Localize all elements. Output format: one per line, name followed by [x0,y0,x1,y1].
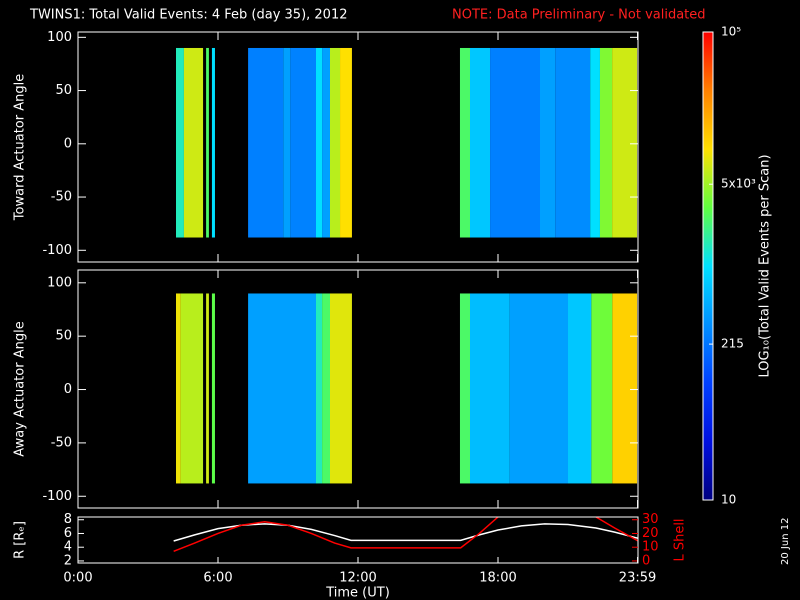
heat-cell [322,47,330,238]
heat-cell [183,47,204,238]
colorbar-tick-label: 10 [721,493,736,507]
heat-cell [555,47,591,238]
y-tick-label: -100 [42,489,72,504]
y2-tick-label: 30 [642,512,659,527]
y-tick-label: -50 [51,435,72,450]
x-tick-label: 6:00 [203,571,232,586]
colorbar-tick-label: 10⁵ [721,25,741,39]
heat-cell [248,47,284,238]
heat-cell [180,293,204,484]
heat-cell [316,293,323,484]
y-tick-label: 50 [55,329,72,344]
y-tick-label: 2 [64,553,72,568]
colorbar-tick-label: 215 [721,337,744,351]
date-stamp: 20 Jun 12 [780,518,791,565]
heat-cell [211,293,215,484]
heat-cell [316,47,323,238]
heat-cell [459,293,470,484]
y-tick-label: 100 [47,30,72,45]
chart-title: TWINS1: Total Valid Events: 4 Feb (day 3… [29,8,348,23]
y-tick-label: 8 [64,512,72,527]
heat-cell [612,293,638,484]
heat-cell [206,47,209,238]
heat-cell [176,47,184,238]
y2-axis-label: L Shell [673,518,688,561]
heat-cell [283,47,291,238]
y-axis-label: Toward Actuator Angle [13,74,28,221]
heat-cell [612,47,638,238]
y-axis-label: Away Actuator Angle [13,321,28,456]
y-tick-label: 4 [64,540,72,555]
heat-cell [290,47,316,238]
heat-cell [470,293,510,484]
heat-cell [322,293,330,484]
heat-cell [540,47,556,238]
heat-cell [340,47,352,238]
heat-cell [176,293,181,484]
heat-cell [490,47,540,238]
colorbar-tick-label: 5x10³ [721,177,756,191]
colorbar [702,31,714,501]
chart-note: NOTE: Data Preliminary - Not validated [452,8,706,23]
y-tick-label: 50 [55,83,72,98]
y-tick-label: 6 [64,526,72,541]
x-tick-label: 0:00 [63,571,92,586]
y-tick-label: 0 [64,382,72,397]
y2-tick-label: 10 [642,540,659,555]
y2-tick-label: 20 [642,526,659,541]
y2-tick-label: 0 [642,553,650,568]
heat-cell [591,293,613,484]
heat-cell [330,293,352,484]
heat-cell [568,293,592,484]
heat-cell [206,293,209,484]
heat-cell [470,47,491,238]
heat-cell [211,47,215,238]
y-tick-label: 0 [64,136,72,151]
y-tick-label: -100 [42,243,72,258]
line-clip [173,517,638,553]
heat-cell [459,47,470,238]
x-tick-label: 23:59 [619,571,656,586]
heat-cell [330,47,341,238]
heat-cell [590,47,600,238]
y-axis-label: R [Rₑ] [13,521,28,559]
y-tick-label: 100 [47,275,72,290]
heat-cell [248,293,316,484]
y-tick-label: -50 [51,190,72,205]
series-line [173,517,638,553]
x-tick-label: 18:00 [479,571,516,586]
x-axis-label: Time (UT) [325,586,390,600]
heat-cell [599,47,613,238]
x-tick-label: 12:00 [339,571,376,586]
colorbar-label: LOG₁₀(Total Valid Events per Scan) [758,154,773,377]
heat-cell [509,293,568,484]
